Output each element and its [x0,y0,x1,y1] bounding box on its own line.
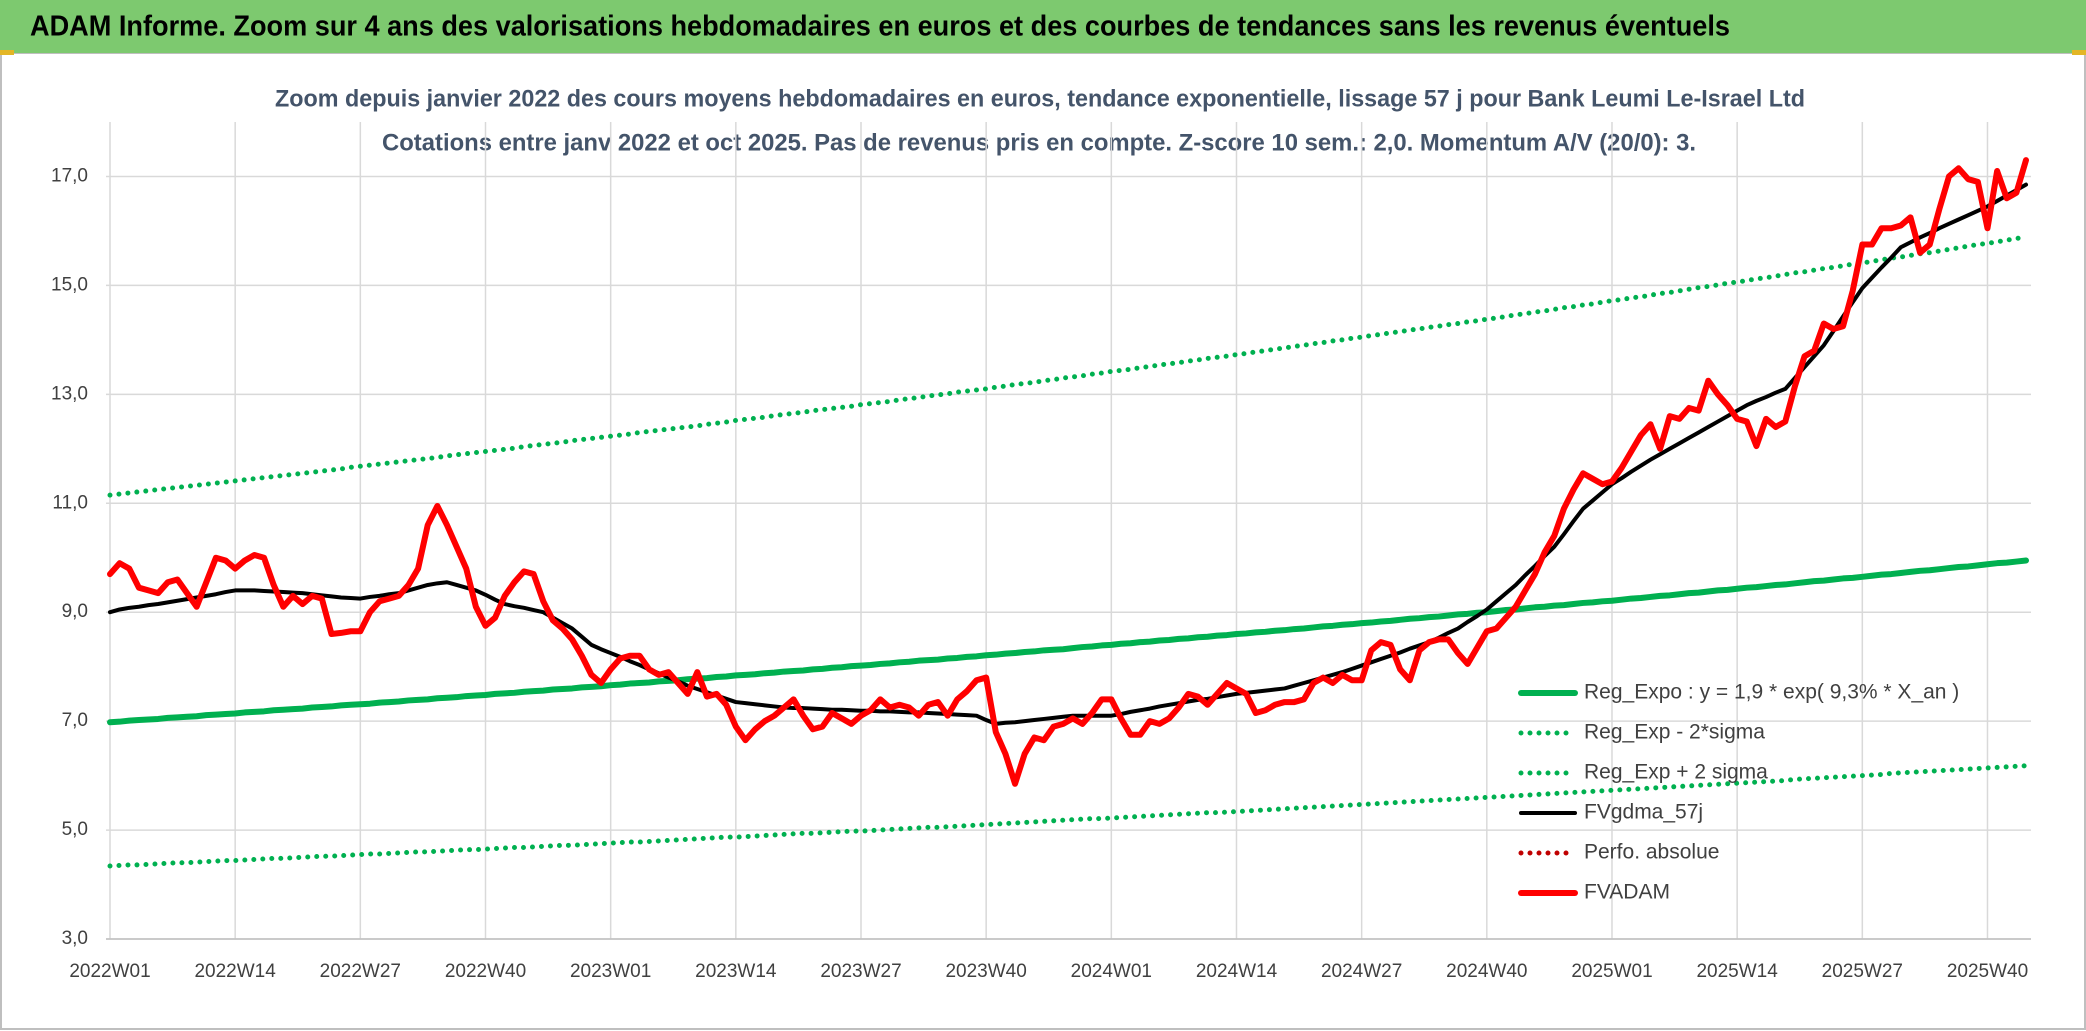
y-tick-label: 7,0 [62,710,88,731]
header-title: ADAM Informe. Zoom sur 4 ans des valoris… [30,11,1730,43]
header-bar [0,0,2086,53]
x-tick-label: 2023W01 [570,961,651,982]
x-tick-label: 2024W27 [1321,961,1402,982]
legend-label: Reg_Exp - 2*sigma [1584,721,1765,744]
legend-label: Reg_Exp + 2 sigma [1584,761,1768,784]
y-tick-label: 15,0 [51,274,88,295]
chart-subtitle: Cotations entre janv 2022 et oct 2025. P… [382,129,1696,156]
x-tick-label: 2022W40 [445,961,526,982]
legend-label: FVADAM [1584,881,1670,904]
x-tick-label: 2024W40 [1446,961,1527,982]
x-tick-label: 2022W14 [194,961,276,982]
x-tick-label: 2023W40 [945,961,1026,982]
legend-label: Reg_Expo : y = 1,9 * exp( 9,3% * X_an ) [1584,681,1959,704]
chart-title: Zoom depuis janvier 2022 des cours moyen… [275,85,1805,112]
x-tick-label: 2023W14 [695,961,777,982]
y-tick-label: 11,0 [52,492,88,513]
header-accent [2072,50,2086,55]
series-line [107,157,2029,787]
x-tick-label: 2024W01 [1071,961,1152,982]
x-tick-label: 2022W01 [69,961,150,982]
x-tick-label: 2024W14 [1196,961,1278,982]
x-tick-label: 2023W27 [820,961,901,982]
series-line [107,557,2029,726]
x-tick-label: 2025W40 [1947,961,2028,982]
series-line [108,182,2028,726]
x-tick-label: 2025W27 [1822,961,1903,982]
header-accent [0,50,14,55]
y-tick-label: 13,0 [51,383,88,404]
legend-label: FVgdma_57j [1584,801,1703,824]
y-tick-label: 17,0 [51,165,88,186]
y-tick-label: 5,0 [62,819,88,840]
chart-frame [0,52,2086,1030]
y-tick-label: 9,0 [62,601,88,622]
x-tick-label: 2022W27 [320,961,401,982]
series-line [107,234,2029,498]
y-tick-label: 3,0 [62,928,88,949]
legend-label: Perfo. absolue [1584,841,1719,864]
x-tick-label: 2025W14 [1696,961,1778,982]
x-tick-label: 2025W01 [1571,961,1652,982]
